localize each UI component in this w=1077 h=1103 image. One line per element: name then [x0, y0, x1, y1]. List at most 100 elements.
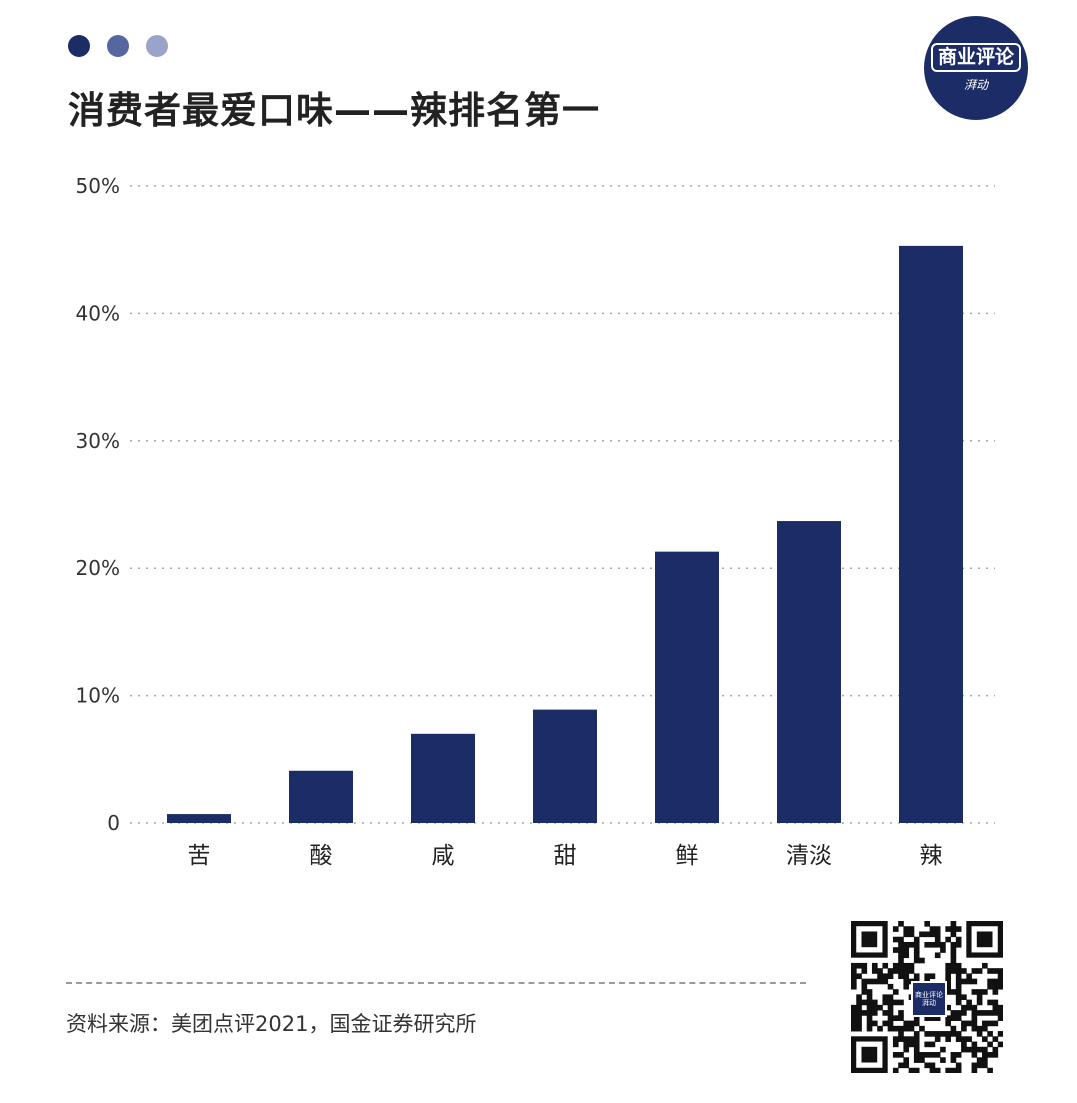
- qr-module: [903, 1020, 910, 1027]
- qr-module: [866, 999, 873, 1006]
- qr-module: [856, 994, 862, 1001]
- qr-module: [892, 1036, 899, 1042]
- qr-finder-core: [861, 1046, 878, 1063]
- qr-module: [919, 1025, 925, 1032]
- qr-module: [924, 1031, 931, 1037]
- logo-main-text: 商业评论: [930, 43, 1021, 72]
- qr-module: [997, 1004, 1003, 1011]
- qr-module: [982, 1052, 988, 1058]
- qr-module: [961, 1046, 967, 1053]
- qr-module: [945, 1020, 951, 1027]
- qr-module: [992, 1052, 999, 1058]
- bar: [777, 521, 841, 823]
- qr-module: [882, 999, 889, 1006]
- qr-module: [924, 1052, 931, 1058]
- qr-module: [955, 1067, 962, 1073]
- qr-center-text-2: 湃动: [922, 999, 936, 1007]
- qr-module: [861, 1010, 868, 1016]
- qr-module: [992, 1036, 999, 1042]
- qr-module: [887, 999, 894, 1006]
- qr-module: [929, 941, 936, 948]
- qr-module: [971, 978, 978, 985]
- qr-module: [971, 1046, 978, 1053]
- qr-module: [913, 936, 920, 943]
- qr-module: [851, 983, 857, 990]
- qr-module: [871, 1004, 878, 1011]
- qr-module: [955, 941, 962, 948]
- qr-module: [898, 1025, 904, 1032]
- qr-module: [992, 968, 999, 974]
- qr-module: [934, 1036, 941, 1042]
- y-tick-label: 30%: [76, 429, 120, 453]
- qr-module: [982, 1046, 988, 1053]
- bar: [411, 733, 475, 823]
- qr-module: [877, 968, 883, 974]
- qr-module: [971, 1015, 978, 1021]
- qr-module: [987, 1010, 993, 1016]
- qr-module: [955, 973, 962, 980]
- qr-module: [898, 921, 904, 927]
- qr-module: [955, 1062, 962, 1069]
- qr-center-text-1: 商业评论: [915, 990, 943, 999]
- qr-module: [903, 1025, 910, 1032]
- qr-module: [913, 1057, 920, 1063]
- qr-module: [856, 973, 862, 980]
- header-dot-1: [68, 35, 90, 57]
- qr-module: [919, 931, 925, 938]
- qr-module: [950, 1031, 957, 1037]
- qr-module: [934, 1015, 941, 1021]
- brand-logo: 商业评论 湃动: [924, 16, 1028, 120]
- qr-module: [945, 926, 951, 932]
- qr-module: [908, 1025, 915, 1032]
- qr-module: [903, 973, 910, 980]
- qr-module: [892, 962, 899, 969]
- qr-module: [892, 936, 899, 943]
- qr-module: [856, 1025, 862, 1032]
- qr-module: [898, 999, 904, 1006]
- qr-module: [913, 957, 920, 964]
- qr-module: [955, 962, 962, 969]
- qr-module: [908, 962, 915, 969]
- qr-module: [924, 921, 931, 927]
- x-tick-label: 苦: [188, 843, 211, 869]
- qr-module: [913, 1067, 920, 1073]
- qr-module: [903, 1062, 910, 1069]
- qr-module: [898, 947, 904, 953]
- qr-module: [861, 968, 868, 974]
- x-tick-label: 酸: [310, 843, 333, 869]
- qr-module: [887, 1010, 894, 1016]
- qr-module: [913, 952, 920, 959]
- qr-module: [924, 973, 931, 980]
- qr-module: [982, 1062, 988, 1069]
- qr-module: [971, 1020, 978, 1027]
- qr-module: [971, 1004, 978, 1011]
- qr-module: [924, 931, 931, 938]
- qr-module: [950, 1015, 957, 1021]
- qr-module: [966, 1004, 972, 1011]
- qr-module: [892, 968, 899, 974]
- qr-module: [866, 1020, 873, 1027]
- qr-module: [892, 1025, 899, 1032]
- qr-module: [945, 1015, 951, 1021]
- qr-module: [976, 1025, 983, 1032]
- source-divider: [66, 982, 806, 984]
- qr-module: [997, 968, 1003, 974]
- qr-module: [929, 1067, 936, 1073]
- qr-module: [856, 1015, 862, 1021]
- qr-module: [971, 1010, 978, 1016]
- qr-module: [950, 1052, 957, 1058]
- qr-module: [892, 1052, 899, 1058]
- qr-center-logo: 商业评论 湃动: [911, 981, 947, 1017]
- qr-module: [950, 926, 957, 932]
- qr-module: [934, 926, 941, 932]
- qr-module: [929, 973, 936, 980]
- qr-module: [919, 957, 925, 964]
- qr-module: [861, 962, 868, 969]
- qr-module: [908, 1020, 915, 1027]
- qr-module: [997, 983, 1003, 990]
- qr-module: [971, 1041, 978, 1048]
- qr-module: [871, 1010, 878, 1016]
- qr-module: [892, 999, 899, 1006]
- qr-module: [856, 962, 862, 969]
- qr-module: [966, 1046, 972, 1053]
